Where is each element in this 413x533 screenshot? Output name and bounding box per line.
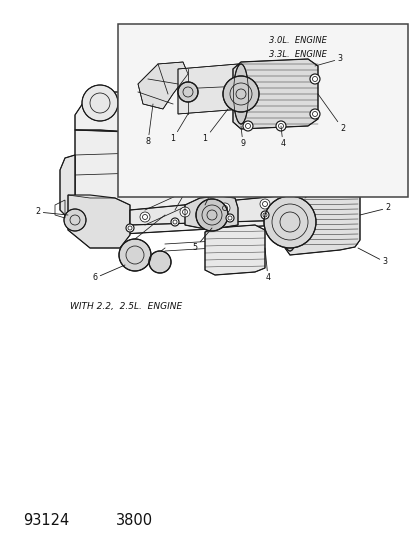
Circle shape [289,200,299,210]
Circle shape [225,214,233,222]
Polygon shape [185,196,237,228]
Text: 7: 7 [204,174,220,205]
Circle shape [309,109,319,119]
Circle shape [64,209,86,231]
Circle shape [126,224,134,232]
Ellipse shape [233,64,248,124]
Circle shape [242,121,252,131]
Circle shape [119,239,151,271]
Circle shape [180,207,190,217]
Circle shape [178,82,197,102]
Text: 8: 8 [145,104,153,147]
Polygon shape [75,115,294,235]
Text: 3: 3 [357,248,387,266]
Text: 3: 3 [314,54,342,66]
Circle shape [219,203,230,213]
Text: 3.0L.  ENGINE: 3.0L. ENGINE [268,36,326,45]
Circle shape [223,76,259,112]
Text: 3.3L.  ENGINE: 3.3L. ENGINE [268,50,326,59]
Circle shape [260,211,268,219]
Polygon shape [75,92,159,132]
Polygon shape [178,64,242,114]
Bar [118,24,407,197]
Circle shape [140,212,150,222]
Polygon shape [284,185,359,255]
Polygon shape [60,155,105,235]
Polygon shape [68,195,130,248]
Text: 93124: 93124 [23,513,69,528]
Text: 2: 2 [359,204,389,215]
Text: 3800: 3800 [116,513,153,528]
Polygon shape [159,90,240,125]
Circle shape [275,121,285,131]
Circle shape [263,196,315,248]
Circle shape [195,199,228,231]
Polygon shape [138,62,188,109]
Polygon shape [204,225,264,275]
Text: 4: 4 [280,126,285,149]
Text: 1: 1 [202,109,228,143]
Text: WITH 2.2,  2.5L.  ENGINE: WITH 2.2, 2.5L. ENGINE [70,302,182,311]
Polygon shape [233,59,317,129]
Circle shape [171,218,178,226]
Circle shape [185,81,214,109]
Text: 1: 1 [170,114,188,143]
Text: 2: 2 [36,207,68,216]
Text: 5: 5 [192,228,211,253]
Text: 4: 4 [264,248,270,282]
Ellipse shape [281,193,297,251]
Circle shape [82,85,118,121]
Circle shape [309,74,319,84]
Circle shape [149,251,171,273]
Text: 6: 6 [92,265,125,282]
Text: 1: 1 [304,166,342,198]
Circle shape [259,199,269,209]
Text: 9: 9 [240,126,245,149]
Polygon shape [130,195,294,225]
Text: 2: 2 [317,94,345,133]
